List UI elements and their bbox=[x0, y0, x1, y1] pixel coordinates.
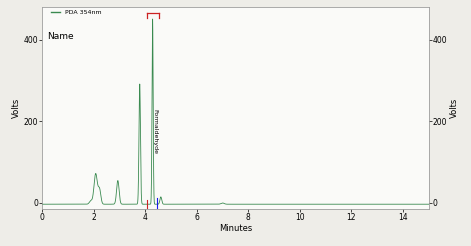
Text: Name: Name bbox=[47, 31, 73, 41]
Legend: PDA 354nm: PDA 354nm bbox=[49, 9, 103, 16]
Text: Formaldehyde: Formaldehyde bbox=[152, 109, 157, 154]
Y-axis label: Volts: Volts bbox=[450, 98, 459, 118]
X-axis label: Minutes: Minutes bbox=[219, 224, 252, 233]
Y-axis label: Volts: Volts bbox=[12, 98, 21, 118]
